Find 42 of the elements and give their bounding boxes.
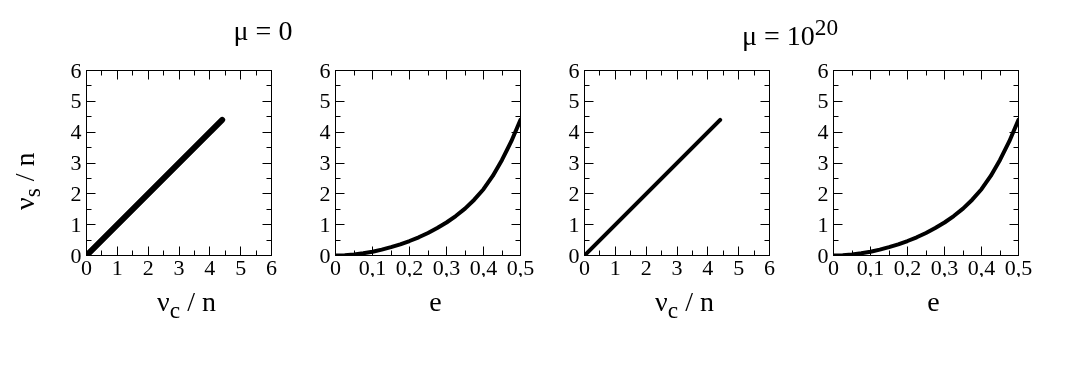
y-tick-label: 1 [568, 211, 580, 237]
y-tick-label: 5 [568, 88, 580, 114]
y-tick-label: 1 [319, 211, 331, 237]
y-tick-label: 4 [70, 119, 82, 145]
x-axis-title: e [429, 285, 442, 319]
y-tick-label: 5 [319, 88, 331, 114]
x-tick-label: 1 [609, 254, 621, 280]
chart-title: μ = 10$^{20}$ [741, 13, 839, 54]
x-tick-label: 5 [235, 254, 247, 280]
x-tick-label: 2 [640, 254, 652, 280]
y-tick-label: 6 [817, 57, 829, 83]
y-tick-label: 4 [568, 119, 580, 145]
y-tick-label: 6 [319, 57, 331, 83]
x-tick-label: 3 [671, 254, 683, 280]
x-tick-label: 4 [204, 254, 216, 280]
y-tick-label: 6 [70, 57, 82, 83]
x-tick-label: 1 [111, 254, 123, 280]
x-tick-label: 6 [764, 254, 775, 280]
y-tick-label: 3 [568, 150, 580, 175]
x-axis-title: ν$_{c}$ / n [655, 285, 714, 325]
y-tick-label: 2 [817, 180, 829, 206]
y-tick-label: 2 [568, 180, 580, 206]
y-tick-label: 2 [319, 180, 331, 206]
y-tick-label: 1 [70, 211, 82, 237]
y-tick-label: 6 [568, 57, 580, 83]
y-tick-label: 5 [70, 88, 82, 114]
chart-title: μ = 0 [233, 14, 293, 48]
x-tick-label: 6 [266, 254, 277, 280]
y-tick-label: 5 [817, 88, 829, 114]
y-tick-label: 4 [319, 119, 331, 145]
x-tick-label: 4 [702, 254, 714, 280]
x-tick-label: 2 [142, 254, 154, 280]
y-tick-label: 3 [319, 150, 331, 175]
y-tick-label: 3 [817, 150, 829, 175]
x-axis-title: ν$_{c}$ / n [157, 285, 216, 325]
y-tick-label: 4 [817, 119, 829, 145]
x-axis-title: e [927, 285, 940, 319]
y-tick-label: 2 [70, 180, 82, 206]
y-tick-label: 1 [817, 211, 829, 237]
y-tick-label: 3 [70, 150, 82, 175]
x-tick-label: 3 [173, 254, 185, 280]
x-tick-label: 5 [733, 254, 745, 280]
